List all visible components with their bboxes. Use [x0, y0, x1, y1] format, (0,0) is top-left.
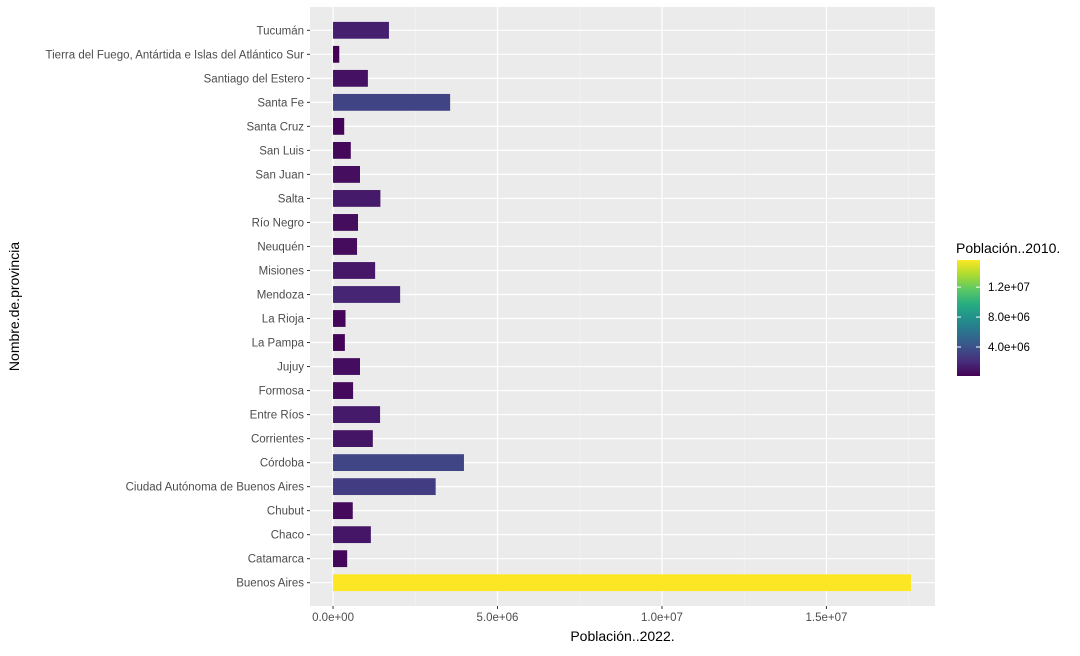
bars	[333, 21, 911, 592]
legend-tick-label: 4.0e+06	[988, 342, 1030, 354]
bar-buenos-aires	[333, 574, 911, 592]
legend-title: Población..2010.	[956, 240, 1060, 256]
y-tick-label: Catamarca	[248, 554, 305, 566]
legend-colorbar	[957, 260, 980, 376]
y-tick-label: La Pampa	[252, 338, 305, 350]
y-tick-label: La Rioja	[262, 314, 305, 326]
y-tick-label: Salta	[278, 193, 305, 205]
y-axis-title: Nombre.de.provincia	[6, 242, 22, 371]
y-tick-label: Jujuy	[277, 362, 304, 374]
x-tick-label: 1.5e+07	[806, 612, 848, 624]
bar-catamarca	[333, 550, 348, 568]
bar-san-juan	[333, 166, 360, 183]
bar-mendoza	[333, 286, 401, 303]
bar-cordoba	[333, 454, 464, 472]
bar-santa-cruz	[333, 117, 345, 135]
x-tick-label: 5.0e+06	[477, 612, 519, 624]
color-legend: Población..2010. 4.0e+06 8.0e+06 1.2e+07	[956, 240, 1060, 376]
y-tick-label: Mendoza	[257, 289, 305, 301]
legend-ticks: 4.0e+06 8.0e+06 1.2e+07	[957, 282, 1030, 354]
bar-misiones	[333, 262, 376, 279]
x-axis-title: Población..2022.	[570, 628, 674, 644]
bar-entre-rios	[333, 406, 381, 423]
y-tick-label: Ciudad Autónoma de Buenos Aires	[126, 482, 305, 494]
y-tick-label: Chaco	[271, 530, 304, 542]
y-tick-label: Chubut	[267, 506, 305, 518]
x-axis: 0.0e+00 5.0e+06 1.0e+07 1.5e+07	[312, 606, 847, 624]
x-tick-label: 1.0e+07	[641, 612, 683, 624]
gridlines	[310, 7, 935, 606]
bar-neuquen	[333, 238, 358, 255]
y-tick-label: Santa Fe	[257, 97, 304, 109]
y-tick-label: Tucumán	[256, 25, 304, 37]
y-tick-label: Formosa	[259, 386, 305, 398]
bar-salta	[333, 190, 381, 207]
bar-la-pampa	[333, 334, 345, 351]
bar-tierra-del-fuego-antartida-e-islas-del-atlantico-sur	[333, 45, 340, 63]
bar-chubut	[333, 502, 353, 520]
bar-santa-fe	[333, 93, 451, 111]
y-tick-label: Santa Cruz	[246, 121, 304, 133]
bar-rio-negro	[333, 214, 359, 231]
y-tick-label: San Juan	[255, 169, 304, 181]
y-tick-label: San Luis	[259, 145, 304, 157]
y-tick-label: Tierra del Fuego, Antártida e Islas del …	[46, 49, 305, 61]
y-tick-label: Neuquén	[257, 241, 304, 253]
bar-santiago-del-estero	[333, 69, 368, 87]
bar-jujuy	[333, 358, 360, 375]
y-tick-label: Córdoba	[260, 458, 305, 470]
y-tick-label: Río Negro	[252, 217, 304, 229]
y-tick-label: Entre Ríos	[250, 410, 305, 422]
bar-chaco	[333, 526, 371, 544]
bar-ciudad-autonoma-de-buenos-aires	[333, 478, 436, 496]
y-axis: Tucumán Tierra del Fuego, Antártida e Isl…	[46, 25, 310, 590]
bar-la-rioja	[333, 310, 346, 327]
legend-tick-label: 8.0e+06	[988, 312, 1030, 324]
bar-formosa	[333, 382, 354, 399]
bar-tucuman	[333, 21, 389, 39]
bar-corrientes	[333, 430, 373, 447]
legend-tick-label: 1.2e+07	[988, 282, 1030, 294]
bar-san-luis	[333, 141, 351, 159]
y-tick-label: Misiones	[259, 265, 305, 277]
y-tick-label: Buenos Aires	[236, 578, 304, 590]
x-tick-label: 0.0e+00	[312, 612, 354, 624]
y-tick-label: Santiago del Estero	[204, 73, 304, 85]
y-tick-label: Corrientes	[251, 434, 304, 446]
